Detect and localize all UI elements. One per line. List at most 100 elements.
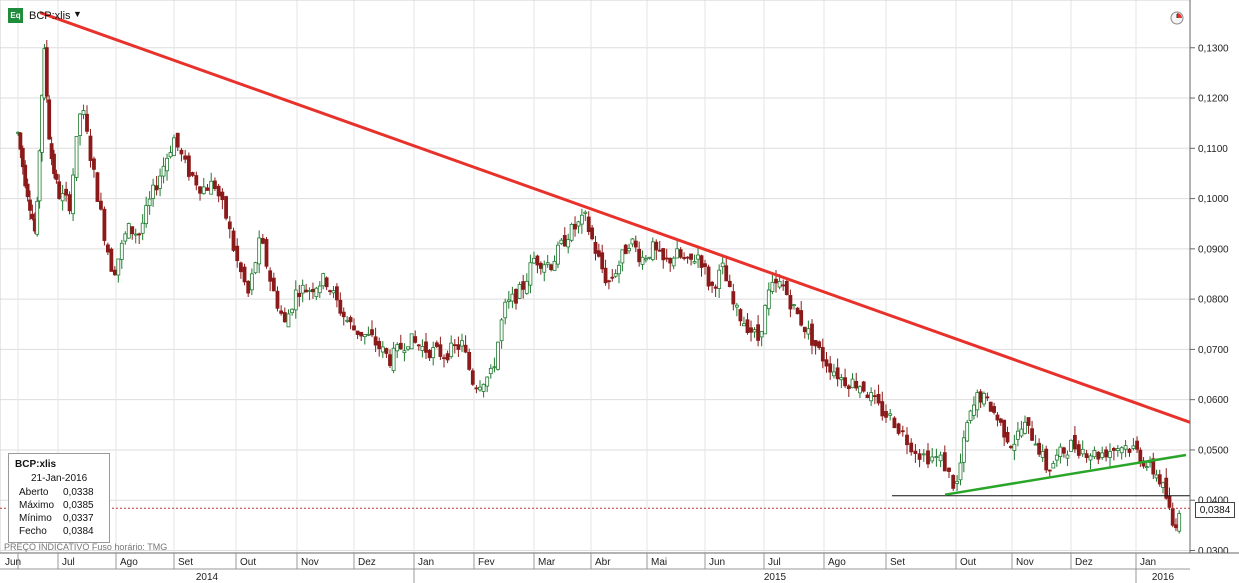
candle-body [661, 248, 666, 261]
candle-body [640, 256, 645, 265]
x-month-label: Set [178, 557, 193, 568]
candle-body [593, 241, 598, 254]
candle-body [23, 164, 28, 187]
candle-body [165, 157, 169, 172]
candle-body [975, 392, 980, 411]
candle-body [442, 357, 446, 360]
candle-body [388, 354, 392, 367]
candle-body [850, 378, 855, 389]
y-tick-label: 0,1100 [1198, 144, 1228, 155]
candle-body [696, 254, 700, 260]
candle-body [934, 456, 939, 458]
candle-body [362, 334, 367, 337]
candle-body [158, 175, 162, 189]
candle-body [463, 344, 468, 353]
candle-body [1019, 428, 1024, 437]
candle-body [395, 344, 400, 352]
candle-body [109, 248, 114, 272]
candle-body [535, 255, 540, 266]
candle-body [913, 450, 918, 454]
chevron-down-icon[interactable]: ▼ [73, 9, 82, 19]
candle-body [685, 256, 690, 259]
candle-body [290, 308, 295, 314]
candle-body [896, 423, 901, 434]
candle-body [275, 290, 280, 309]
candle-body [706, 266, 711, 287]
x-month-label: Mai [651, 557, 667, 568]
candle-body [402, 350, 407, 354]
candle-body [1127, 448, 1132, 453]
candle-body [766, 289, 771, 310]
x-month-label: Jun [709, 557, 725, 568]
y-tick-label: 0,0800 [1198, 295, 1229, 306]
candle-body [1088, 455, 1093, 461]
candle-body [892, 417, 897, 429]
candle-body [85, 113, 89, 132]
candle-body [341, 311, 346, 318]
x-month-label: Nov [301, 557, 319, 568]
candle-body [1016, 430, 1020, 440]
footnote: PREÇO INDICATIVO Fuso horário: TMG [4, 542, 168, 552]
candle-body [67, 194, 72, 212]
candle-body [224, 196, 228, 219]
candle-body [119, 242, 124, 260]
candle-body [307, 289, 312, 292]
candle-body [900, 430, 905, 433]
candle-body [1002, 419, 1007, 438]
candle-body [64, 188, 69, 196]
candle-body [1170, 508, 1175, 526]
candle-body [264, 239, 269, 267]
candle-body [839, 377, 844, 381]
x-axis-panel [0, 553, 1239, 583]
x-month-label: Out [240, 557, 256, 568]
candle-body [675, 248, 680, 259]
candle-body [524, 280, 529, 294]
y-tick-label: 0,0900 [1198, 244, 1229, 255]
candle-body [1005, 432, 1010, 443]
candle-body [1112, 448, 1116, 451]
candle-body [140, 222, 145, 234]
candle-body [380, 346, 385, 353]
candle-body [861, 381, 866, 392]
y-tick-label: 0,1000 [1198, 194, 1229, 205]
candle-body [52, 153, 56, 174]
candle-body [643, 258, 648, 261]
candle-body [880, 401, 885, 417]
candle-body [1084, 453, 1089, 459]
candle-body [559, 239, 564, 244]
candle-body [799, 310, 804, 326]
candle-body [517, 284, 522, 299]
clock-icon[interactable] [1170, 11, 1184, 25]
candle-body [227, 221, 232, 230]
candle-body [366, 333, 371, 336]
candle-body [409, 333, 414, 350]
candle-body [1076, 444, 1081, 456]
candle-body [620, 249, 625, 264]
candle-body [784, 281, 789, 296]
candle-body [1033, 443, 1038, 446]
candle-body [300, 284, 305, 294]
candle-body [745, 319, 750, 333]
candle-body [161, 165, 166, 177]
candle-body [25, 183, 30, 198]
candle-body [828, 363, 833, 373]
candle-body [348, 317, 353, 323]
candle-body [467, 352, 472, 370]
candle-body [777, 280, 782, 288]
candle-body [328, 290, 332, 293]
equity-badge-icon[interactable]: Eq [8, 8, 23, 23]
candle-body [438, 344, 443, 357]
candle-body [617, 264, 621, 275]
candle-body [810, 323, 814, 346]
candle-body [1154, 474, 1159, 479]
candle-body [1080, 448, 1085, 455]
candle-body [71, 174, 75, 215]
candle-body [586, 216, 591, 232]
candle-body [596, 250, 601, 257]
candle-body [1104, 449, 1108, 458]
instrument-title[interactable]: BCP:xlis [29, 10, 71, 22]
candle-body [538, 262, 543, 269]
info-title: BCP:xlis [15, 459, 57, 470]
candle-body [650, 241, 655, 260]
